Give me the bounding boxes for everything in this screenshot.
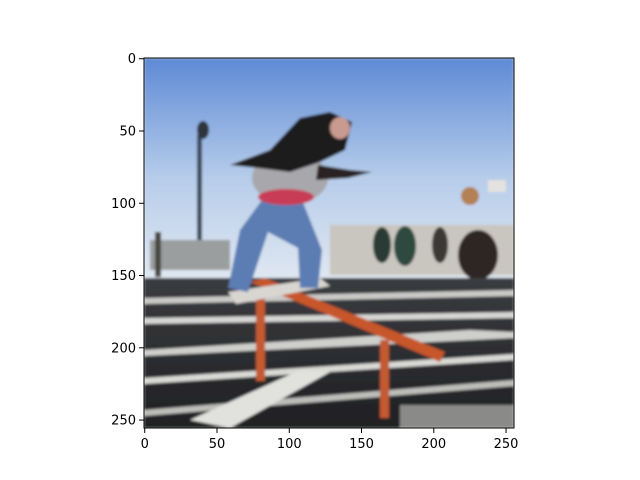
bystander <box>458 230 498 280</box>
x-tick-label: 150 <box>349 437 374 452</box>
street-lamp <box>197 135 202 245</box>
y-tick-label: 200 <box>111 341 136 356</box>
x-tick-label: 200 <box>421 437 446 452</box>
skater-legs <box>228 195 322 292</box>
stairs <box>144 278 514 428</box>
x-tick-label: 50 <box>209 437 226 452</box>
y-tick-label: 250 <box>111 414 136 429</box>
handrail <box>250 278 445 362</box>
x-axis: 0 50 100 150 200 250 <box>141 428 519 452</box>
axes-frame <box>143 57 515 429</box>
bystander <box>394 226 416 266</box>
bystander <box>373 227 391 263</box>
x-tick-label: 0 <box>141 437 149 452</box>
y-tick-label: 0 <box>128 52 136 67</box>
rail-post <box>256 296 265 381</box>
rail-post <box>380 340 389 418</box>
y-tick-label: 50 <box>119 124 136 139</box>
bystander <box>432 227 448 263</box>
y-axis: 0 50 100 150 200 250 <box>111 52 144 429</box>
x-tick-label: 100 <box>277 437 302 452</box>
y-tick-label: 150 <box>111 269 136 284</box>
photo-image <box>144 58 514 428</box>
skater-hair <box>230 112 352 172</box>
y-tick-label: 100 <box>111 197 136 212</box>
x-tick-label: 250 <box>494 437 519 452</box>
